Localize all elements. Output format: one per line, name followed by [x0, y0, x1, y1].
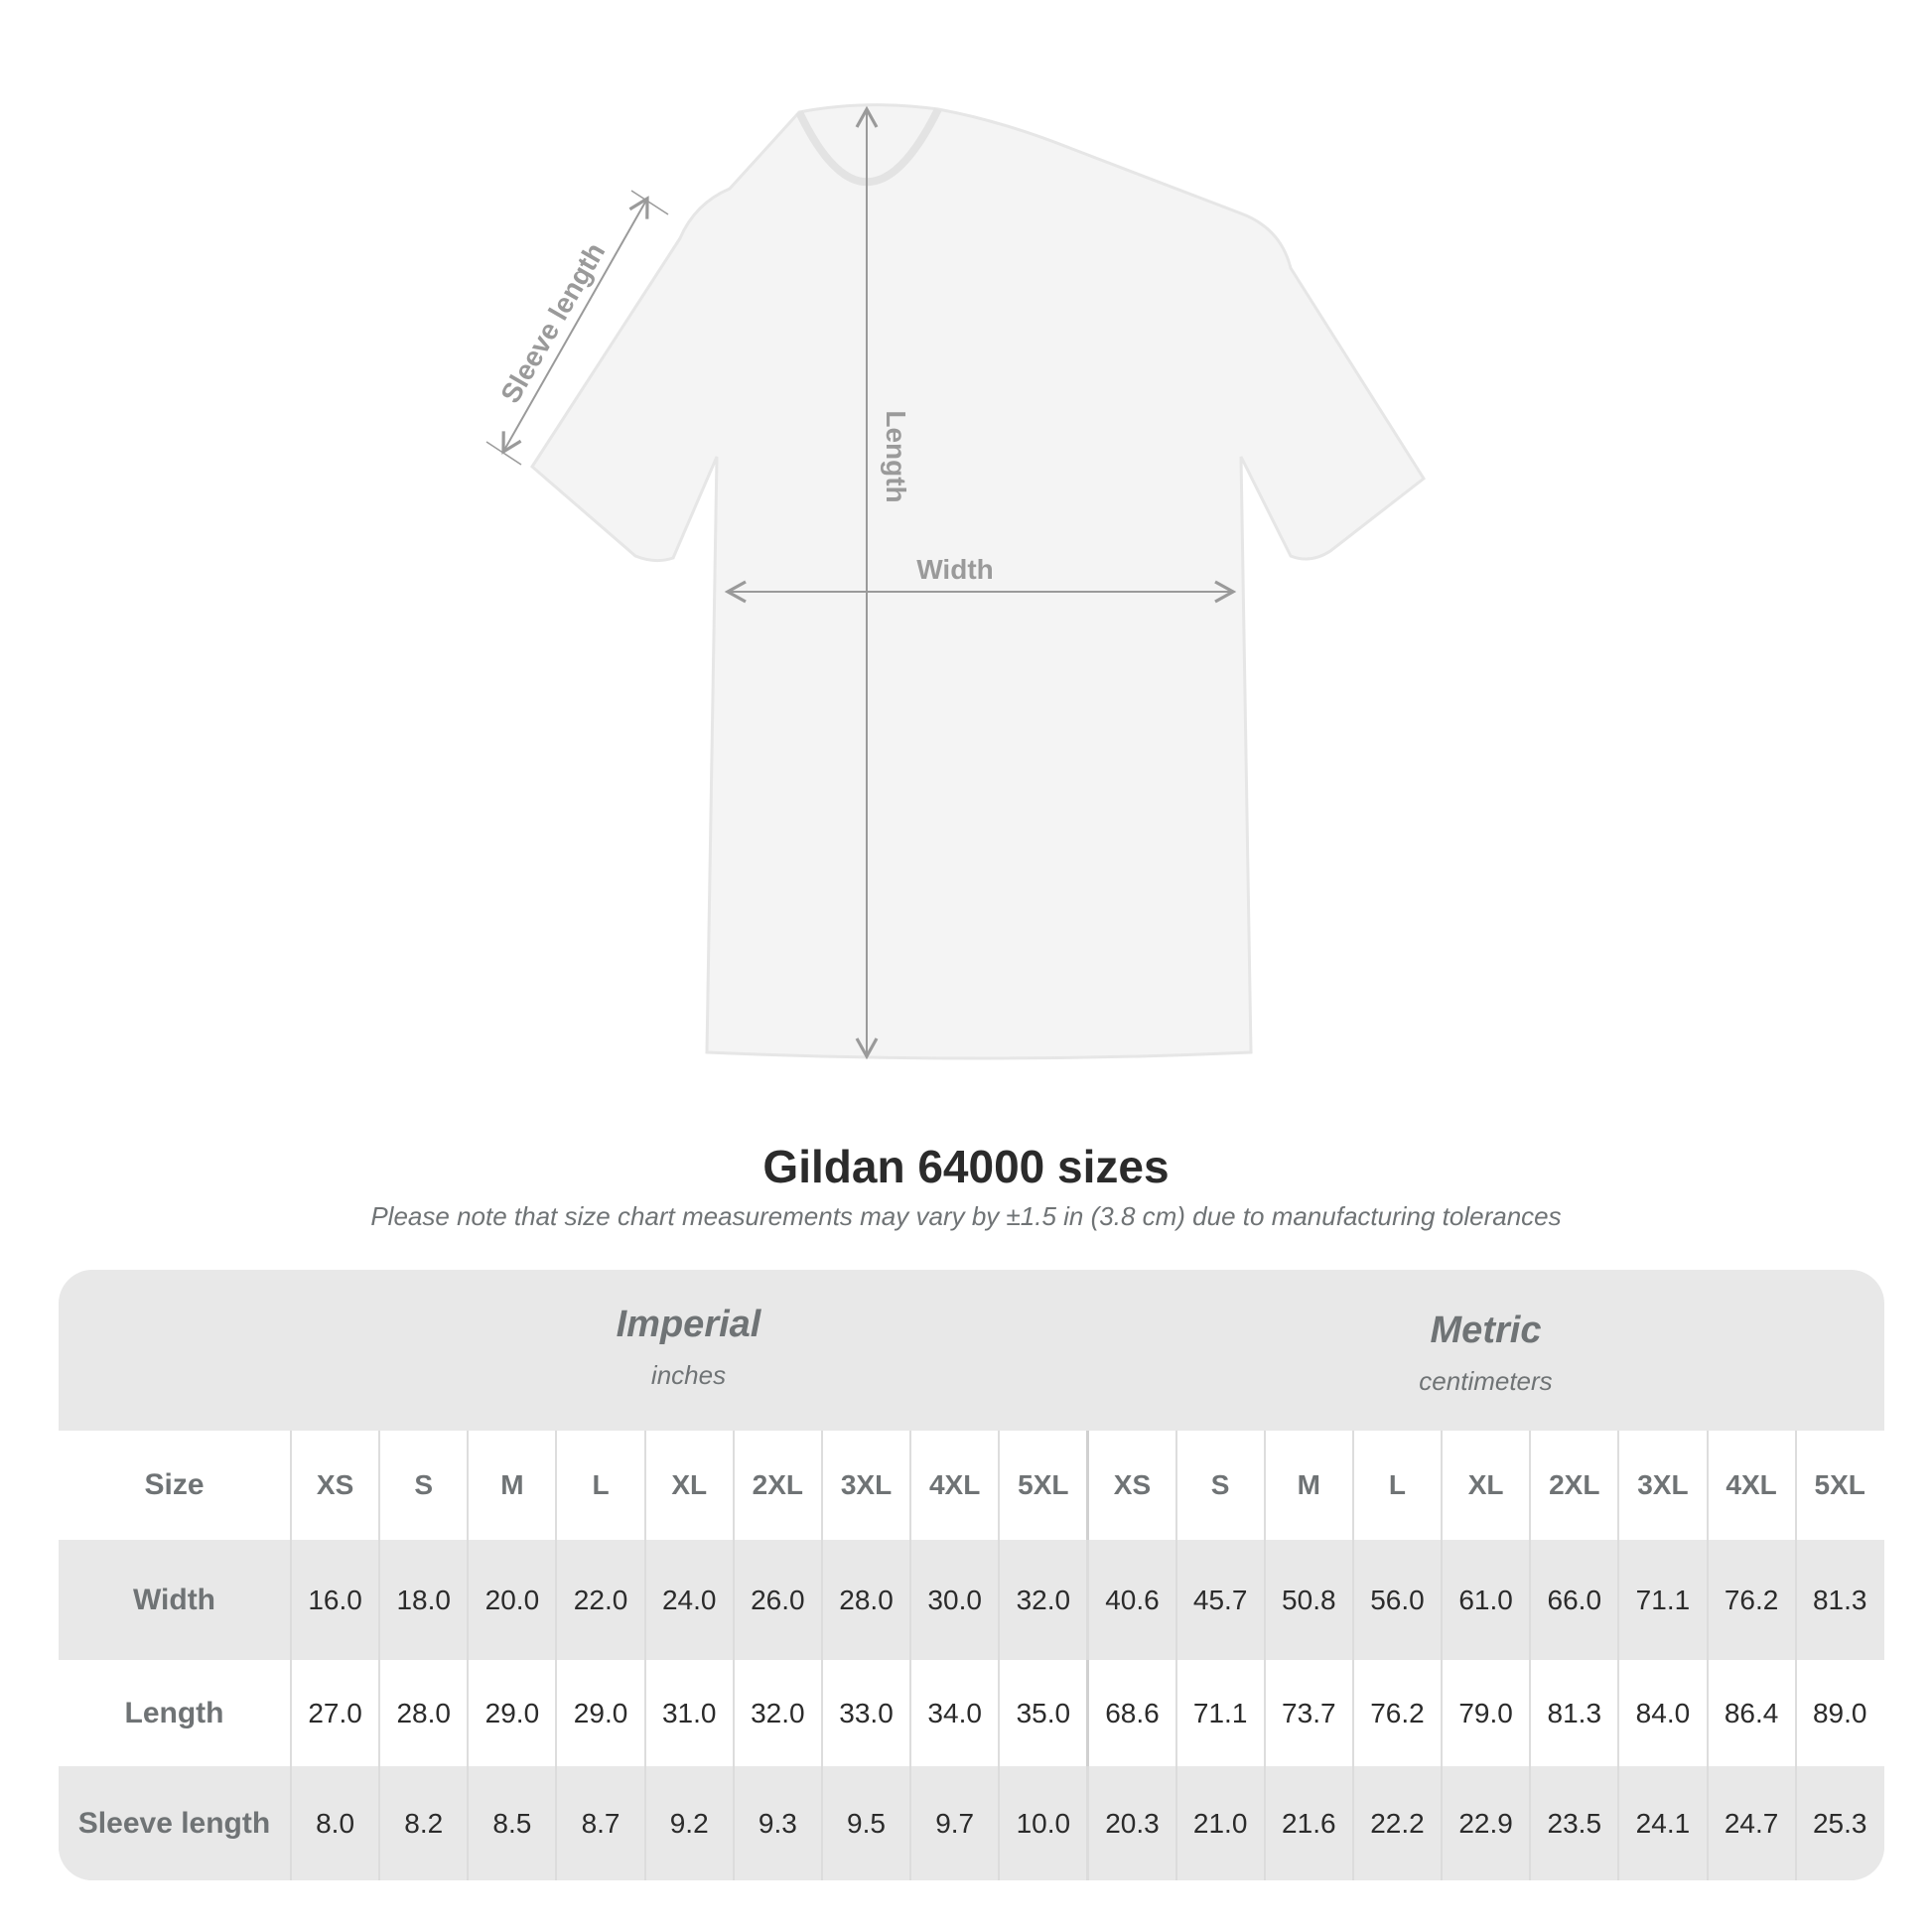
value-cell: 56.0 — [1351, 1540, 1441, 1660]
value-cell: 76.2 — [1351, 1660, 1441, 1766]
imperial-unit: inches — [650, 1360, 727, 1390]
value-cell: 20.3 — [1086, 1766, 1174, 1880]
value-cell: 8.2 — [378, 1766, 467, 1880]
value-cell: 86.4 — [1706, 1660, 1795, 1766]
value-cell: 28.0 — [820, 1540, 909, 1660]
value-cell: 18.0 — [378, 1540, 467, 1660]
value-cell: 71.1 — [1174, 1660, 1264, 1766]
value-cell: 29.0 — [467, 1660, 555, 1766]
value-cell: 71.1 — [1617, 1540, 1706, 1660]
tolerance-note: Please note that size chart measurements… — [370, 1201, 1562, 1231]
value-cell: 35.0 — [998, 1660, 1086, 1766]
value-cell: 61.0 — [1441, 1540, 1529, 1660]
value-cell: 73.7 — [1263, 1660, 1352, 1766]
page-title: Gildan 64000 sizes — [762, 1141, 1170, 1192]
size-header-imperial-m: M — [467, 1431, 555, 1540]
value-cell: 24.7 — [1706, 1766, 1795, 1880]
value-cell: 8.0 — [290, 1766, 378, 1880]
size-header-metric-xs: XS — [1086, 1431, 1174, 1540]
size-header-metric-5xl: 5XL — [1794, 1431, 1883, 1540]
length-label: Length — [881, 410, 911, 502]
value-cell: 29.0 — [555, 1660, 643, 1766]
value-cell: 21.6 — [1263, 1766, 1352, 1880]
row-label: Sleeve length — [77, 1806, 271, 1840]
value-cell: 22.2 — [1351, 1766, 1441, 1880]
tshirt-diagram: Length Width Sleeve length — [485, 103, 1426, 1060]
value-cell: 84.0 — [1617, 1660, 1706, 1766]
sleeve-arrow — [501, 196, 649, 455]
value-cell: 9.2 — [643, 1766, 733, 1880]
metric-label: Metric — [1430, 1310, 1542, 1351]
value-cell: 45.7 — [1174, 1540, 1264, 1660]
value-cell: 26.0 — [732, 1540, 821, 1660]
value-cell: 68.6 — [1086, 1660, 1174, 1766]
value-cell: 22.0 — [555, 1540, 643, 1660]
value-cell: 9.3 — [732, 1766, 821, 1880]
size-header-imperial-3xl: 3XL — [820, 1431, 909, 1540]
size-header-imperial-s: S — [378, 1431, 467, 1540]
value-cell: 27.0 — [290, 1660, 378, 1766]
size-header-metric-m: M — [1263, 1431, 1352, 1540]
value-cell: 34.0 — [909, 1660, 998, 1766]
value-cell: 23.5 — [1529, 1766, 1617, 1880]
value-cell: 76.2 — [1706, 1540, 1795, 1660]
sleeve-tick — [485, 441, 522, 466]
value-cell: 22.9 — [1441, 1766, 1529, 1880]
size-header-imperial-4xl: 4XL — [909, 1431, 998, 1540]
size-row: Size XS S M L XL 2XL 3XL 4XL 5XL XS S M L XL 2XL 3XL 4XL… — [59, 1431, 1884, 1540]
value-cell: 32.0 — [732, 1660, 821, 1766]
row-label: Width — [132, 1583, 216, 1616]
value-cell: 89.0 — [1794, 1660, 1883, 1766]
value-cell: 32.0 — [998, 1540, 1086, 1660]
value-cell: 24.0 — [643, 1540, 733, 1660]
value-cell: 33.0 — [820, 1660, 909, 1766]
size-header-metric-l: L — [1351, 1431, 1441, 1540]
size-header-metric-2xl: 2XL — [1529, 1431, 1617, 1540]
value-cell: 8.5 — [467, 1766, 555, 1880]
sleeve-tick — [630, 190, 669, 215]
metric-header: Metric centimeters — [1087, 1270, 1884, 1470]
value-cell: 30.0 — [909, 1540, 998, 1660]
size-header-imperial-xs: XS — [290, 1431, 378, 1540]
value-cell: 8.7 — [555, 1766, 643, 1880]
metric-unit: centimeters — [1419, 1366, 1553, 1396]
size-header-metric-s: S — [1174, 1431, 1264, 1540]
width-label: Width — [916, 554, 994, 585]
size-label: Size — [144, 1468, 205, 1501]
size-header-imperial-l: L — [555, 1431, 643, 1540]
size-header-metric-3xl: 3XL — [1617, 1431, 1706, 1540]
value-cell: 9.5 — [820, 1766, 909, 1880]
value-cell: 28.0 — [378, 1660, 467, 1766]
value-cell: 50.8 — [1263, 1540, 1352, 1660]
value-cell: 16.0 — [290, 1540, 378, 1660]
value-cell: 20.0 — [467, 1540, 555, 1660]
value-cell: 25.3 — [1794, 1766, 1883, 1880]
value-cell: 24.1 — [1617, 1766, 1706, 1880]
value-cell: 79.0 — [1441, 1660, 1529, 1766]
size-header-metric-xl: XL — [1441, 1431, 1529, 1540]
value-cell: 21.0 — [1174, 1766, 1264, 1880]
value-cell: 10.0 — [998, 1766, 1086, 1880]
imperial-header: Imperial inches — [290, 1270, 1087, 1464]
imperial-label: Imperial — [616, 1304, 761, 1345]
size-header-imperial-2xl: 2XL — [732, 1431, 821, 1540]
value-cell: 9.7 — [909, 1766, 998, 1880]
size-header-imperial-5xl: 5XL — [998, 1431, 1086, 1540]
table-row: Width 16.0 18.0 20.0 22.0 24.0 26.0 28.0 30.0 32.… — [59, 1540, 1884, 1660]
value-cell: 66.0 — [1529, 1540, 1617, 1660]
value-cell: 31.0 — [643, 1660, 733, 1766]
table-row: Length 27.0 28.0 29.0 29.0 31.0 32.0 33.0 34.0 35… — [59, 1660, 1884, 1766]
size-table: Imperial inches Metric centimeters Size … — [59, 1270, 1884, 1880]
table-row: Sleeve length 8.0 8.2 8.5 8.7 9.2 9.3 9.5 9.7 10.… — [59, 1766, 1884, 1880]
row-label: Length — [124, 1696, 224, 1729]
value-cell: 81.3 — [1529, 1660, 1617, 1766]
size-header-imperial-xl: XL — [643, 1431, 733, 1540]
value-cell: 81.3 — [1794, 1540, 1883, 1660]
value-cell: 40.6 — [1086, 1540, 1174, 1660]
size-header-metric-4xl: 4XL — [1706, 1431, 1795, 1540]
